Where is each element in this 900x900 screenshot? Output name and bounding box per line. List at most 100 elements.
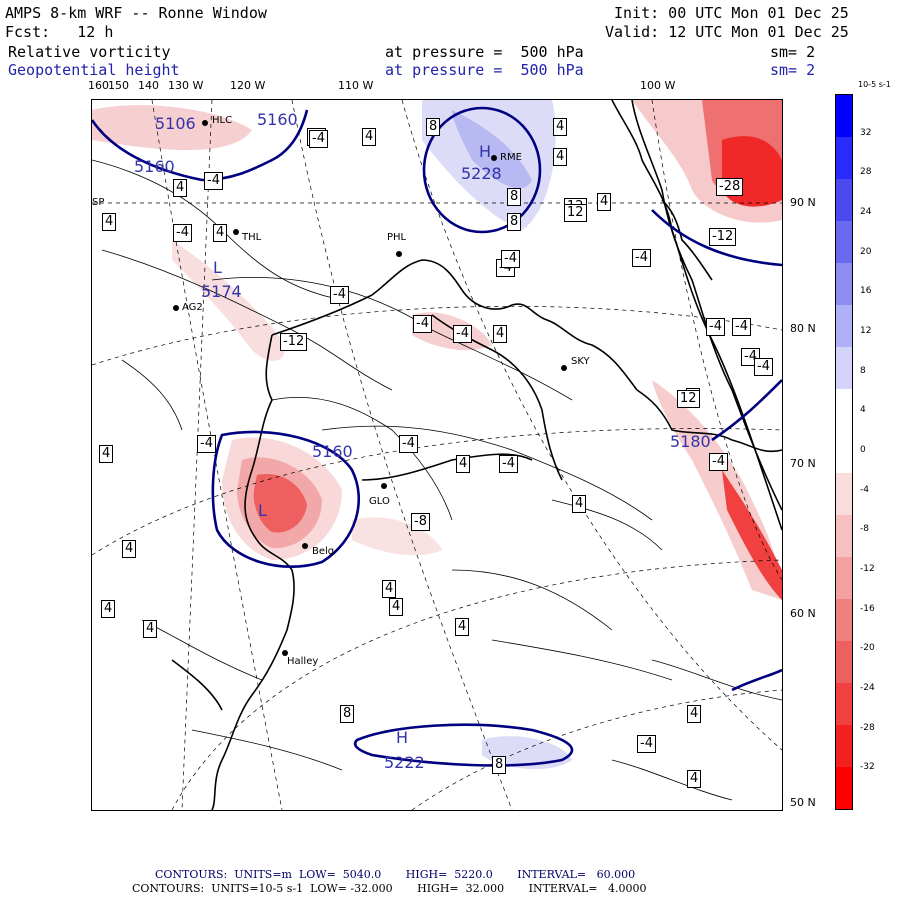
- lon-label: 150: [108, 79, 129, 92]
- colorbar-band: [836, 95, 852, 137]
- vorticity-label: 12: [564, 204, 587, 222]
- high-center: H: [479, 142, 492, 161]
- colorbar-tick: -24: [860, 683, 875, 693]
- colorbar-band: [836, 347, 852, 389]
- colorbar-band: [836, 305, 852, 347]
- map-canvas: [92, 100, 782, 810]
- station-markers: [173, 120, 567, 656]
- vorticity-label: -4: [173, 224, 192, 242]
- colorbar-tick: -16: [860, 603, 875, 614]
- height-label: 5228: [461, 164, 502, 183]
- vorticity-label: -12: [709, 228, 737, 246]
- vorticity-label: -4: [732, 318, 751, 336]
- station-label: SP: [92, 197, 105, 208]
- vorticity-label: -4: [197, 435, 216, 453]
- colorbar-band: [836, 725, 852, 767]
- vorticity-label: -4: [330, 286, 349, 304]
- vorticity-label: 4: [389, 598, 404, 616]
- vorticity-label: -4: [413, 315, 432, 333]
- colorbar: [835, 94, 853, 810]
- height-label: 5174: [201, 282, 242, 301]
- coastlines: [171, 100, 782, 810]
- height-label: 5180: [670, 432, 711, 451]
- vorticity-label: -4: [399, 435, 418, 453]
- vorticity-label: 12: [677, 390, 700, 408]
- height-contour-info: CONTOURS: UNITS=m LOW= 5040.0 HIGH= 5220…: [155, 868, 636, 881]
- station-label: HLC: [212, 115, 233, 126]
- colorbar-band: [836, 389, 852, 431]
- lon-label: 130 W: [168, 79, 204, 92]
- station-label: Halley: [287, 656, 319, 667]
- colorbar-tick: -20: [860, 643, 875, 654]
- field1-pressure: at pressure = 500 hPa: [385, 43, 584, 61]
- lat-label: 50 N: [790, 796, 816, 809]
- colorbar-band: [836, 179, 852, 221]
- vorticity-label: 4: [493, 325, 508, 343]
- vorticity-label: 8: [507, 213, 522, 231]
- vorticity-label: 4: [213, 224, 228, 242]
- lat-label: 80 N: [790, 322, 816, 335]
- field1-smoothing: sm= 2: [770, 43, 816, 61]
- colorbar-tick: 32: [860, 127, 872, 138]
- station-label: GLO: [369, 496, 390, 507]
- vorticity-label: -28: [716, 178, 744, 196]
- colorbar-band: [836, 683, 852, 725]
- lat-label: 70 N: [790, 457, 816, 470]
- vorticity-label: -4: [309, 130, 328, 148]
- lon-label: 100 W: [640, 79, 676, 92]
- vorticity-label: 8: [492, 756, 507, 774]
- vorticity-label: -4: [453, 325, 472, 343]
- colorbar-tick: -8: [860, 524, 869, 535]
- vorticity-label: -4: [709, 453, 728, 471]
- vorticity-label: 4: [456, 455, 471, 473]
- colorbar-tick: 4: [860, 405, 866, 416]
- height-label: 5160: [312, 442, 353, 461]
- vorticity-label: -4: [204, 172, 223, 190]
- colorbar-tick: 16: [860, 286, 872, 297]
- vorticity-label: 4: [99, 445, 114, 463]
- init-time: Init: 00 UTC Mon 01 Dec 25: [614, 4, 849, 22]
- vorticity-label: 4: [597, 193, 612, 211]
- vorticity-label: -4: [754, 358, 773, 376]
- vorticity-label: -4: [706, 318, 725, 336]
- valid-time: Valid: 12 UTC Mon 01 Dec 25: [605, 23, 849, 41]
- height-contours: [92, 106, 782, 767]
- colorbar-band: [836, 263, 852, 305]
- vorticity-label: -8: [411, 513, 430, 531]
- vorticity-label: 4: [553, 118, 568, 136]
- vorticity-label: 4: [102, 213, 117, 231]
- vorticity-label: 4: [455, 618, 470, 636]
- map-title: AMPS 8-km WRF -- Ronne Window: [5, 4, 267, 22]
- colorbar-tick: -12: [860, 564, 875, 574]
- colorbar-tick: -28: [860, 722, 875, 733]
- vorticity-label: 4: [572, 495, 587, 513]
- vorticity-label: 4: [143, 620, 158, 638]
- field2-pressure: at pressure = 500 hPa: [385, 61, 584, 79]
- colorbar-band: [836, 641, 852, 683]
- colorbar-tick: 24: [860, 207, 872, 217]
- vorticity-label: 8: [507, 188, 522, 206]
- colorbar-band: [836, 221, 852, 263]
- colorbar-tick: -4: [860, 484, 869, 495]
- field2-smoothing: sm= 2: [770, 61, 816, 79]
- colorbar-unit: 10-5 s-1: [858, 80, 891, 89]
- vorticity-contour-info: CONTOURS: UNITS=10-5 s-1 LOW= -32.000 HI…: [132, 882, 647, 895]
- map-panel: HLC THL AG2 PHL RME SKY GLO Belg Halley …: [91, 99, 783, 811]
- vorticity-label: -4: [632, 249, 651, 267]
- colorbar-tick: 8: [860, 365, 866, 376]
- vorticity-label: 8: [426, 118, 441, 136]
- high-center: H: [396, 728, 409, 747]
- lon-label: 160: [88, 79, 109, 92]
- station-label: SKY: [571, 356, 590, 367]
- forecast-hour: Fcst: 12 h: [5, 23, 114, 41]
- station-label: Belg: [312, 546, 335, 557]
- low-center: L: [213, 258, 222, 277]
- colorbar-band: [836, 137, 852, 179]
- colorbar-band: [836, 515, 852, 557]
- vorticity-label: -4: [637, 735, 656, 753]
- station-label: THL: [242, 232, 262, 243]
- height-label: 5222: [384, 753, 425, 772]
- graticule: [92, 100, 782, 810]
- vorticity-label: 4: [101, 600, 116, 618]
- vorticity-label: -12: [280, 333, 308, 351]
